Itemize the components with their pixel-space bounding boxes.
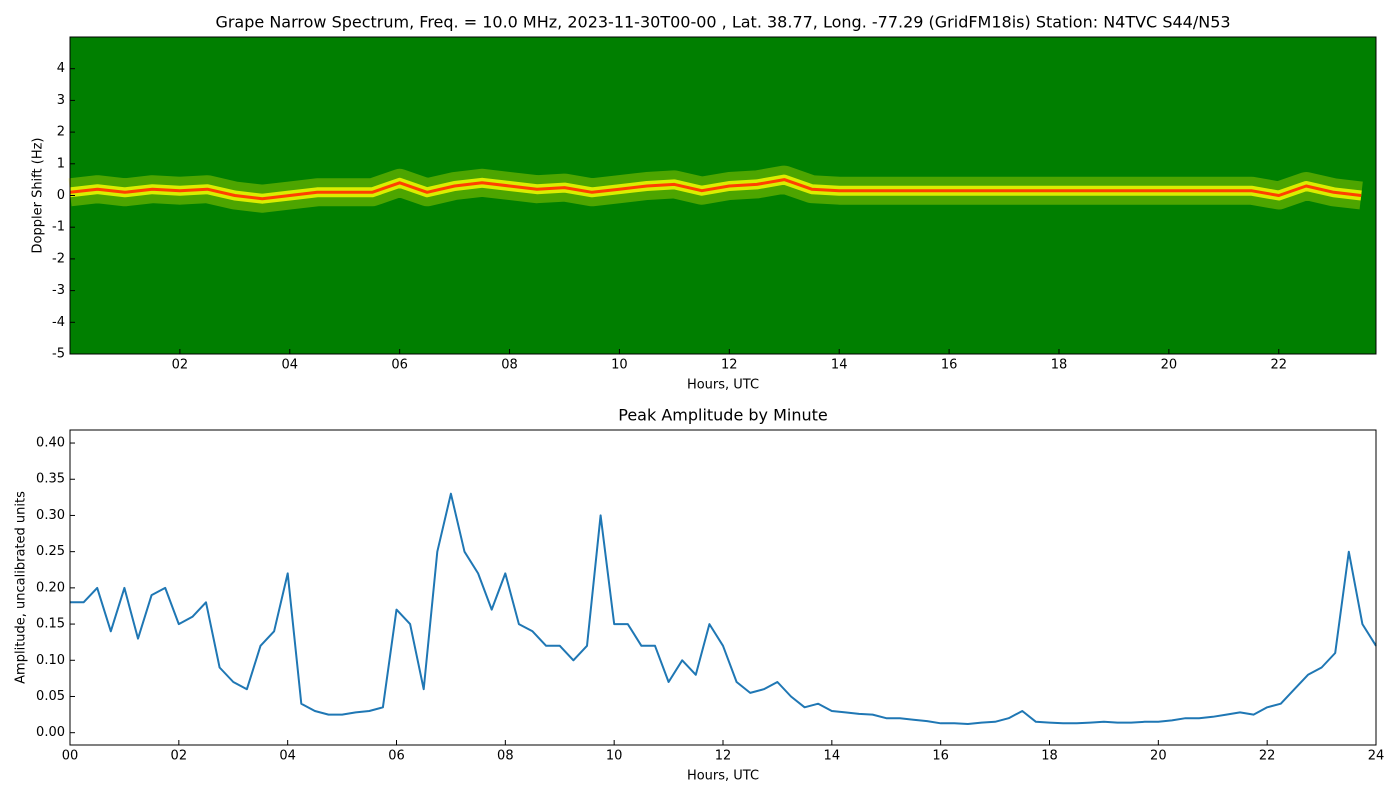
y-tick-label: -3 bbox=[52, 283, 65, 298]
x-tick-label: 18 bbox=[1051, 358, 1068, 373]
y-tick-label: -5 bbox=[52, 347, 65, 362]
y-tick-label: 4 bbox=[57, 61, 65, 76]
x-tick-label: 12 bbox=[721, 358, 738, 373]
y-axis-label: Amplitude, uncalibrated units bbox=[14, 491, 29, 684]
y-tick-label: 0 bbox=[57, 188, 65, 203]
x-tick-label: 22 bbox=[1270, 358, 1287, 373]
amplitude-line bbox=[70, 492, 1377, 725]
y-tick-label: 3 bbox=[57, 93, 65, 108]
chart-title: Peak Amplitude by Minute bbox=[618, 406, 828, 425]
y-tick-label: 0.20 bbox=[36, 580, 65, 595]
x-axis-label: Hours, UTC bbox=[687, 378, 759, 393]
y-tick-label: 0.00 bbox=[36, 725, 65, 740]
y-tick-label: -1 bbox=[52, 220, 65, 235]
x-tick-label: 20 bbox=[1150, 749, 1167, 764]
x-tick-label: 02 bbox=[171, 749, 188, 764]
y-tick-label: 0.25 bbox=[36, 544, 65, 559]
chart-title: Grape Narrow Spectrum, Freq. = 10.0 MHz,… bbox=[215, 13, 1230, 32]
x-tick-label: 00 bbox=[62, 749, 79, 764]
y-tick-label: 0.05 bbox=[36, 689, 65, 704]
x-tick-label: 16 bbox=[941, 358, 958, 373]
y-tick-label: 0.40 bbox=[36, 436, 65, 451]
x-tick-label: 08 bbox=[501, 358, 518, 373]
y-tick-label: -2 bbox=[52, 251, 65, 266]
x-tick-label: 10 bbox=[606, 749, 623, 764]
x-tick-label: 18 bbox=[1041, 749, 1058, 764]
x-tick-label: 20 bbox=[1161, 358, 1178, 373]
x-tick-label: 24 bbox=[1368, 749, 1385, 764]
y-tick-label: 0.30 bbox=[36, 508, 65, 523]
x-tick-label: 14 bbox=[824, 749, 841, 764]
x-tick-label: 10 bbox=[611, 358, 628, 373]
x-tick-label: 12 bbox=[715, 749, 732, 764]
x-tick-label: 06 bbox=[391, 358, 408, 373]
y-tick-label: 1 bbox=[57, 156, 65, 171]
doppler-trace bbox=[69, 178, 1362, 201]
y-tick-label: 0.10 bbox=[36, 653, 65, 668]
x-tick-label: 14 bbox=[831, 358, 848, 373]
plot-frame bbox=[69, 429, 1377, 746]
x-tick-label: 16 bbox=[932, 749, 949, 764]
x-axis-label: Hours, UTC bbox=[687, 769, 759, 784]
y-tick-label: 0.35 bbox=[36, 472, 65, 487]
x-tick-label: 04 bbox=[279, 749, 296, 764]
y-tick-label: 0.15 bbox=[36, 617, 65, 632]
y-axis-label: Doppler Shift (Hz) bbox=[31, 138, 46, 254]
x-tick-label: 22 bbox=[1259, 749, 1276, 764]
x-tick-label: 06 bbox=[388, 749, 405, 764]
x-tick-label: 04 bbox=[281, 358, 298, 373]
y-tick-label: -4 bbox=[52, 315, 65, 330]
x-tick-label: 08 bbox=[497, 749, 514, 764]
x-tick-label: 02 bbox=[172, 358, 189, 373]
y-tick-label: 2 bbox=[57, 125, 65, 140]
